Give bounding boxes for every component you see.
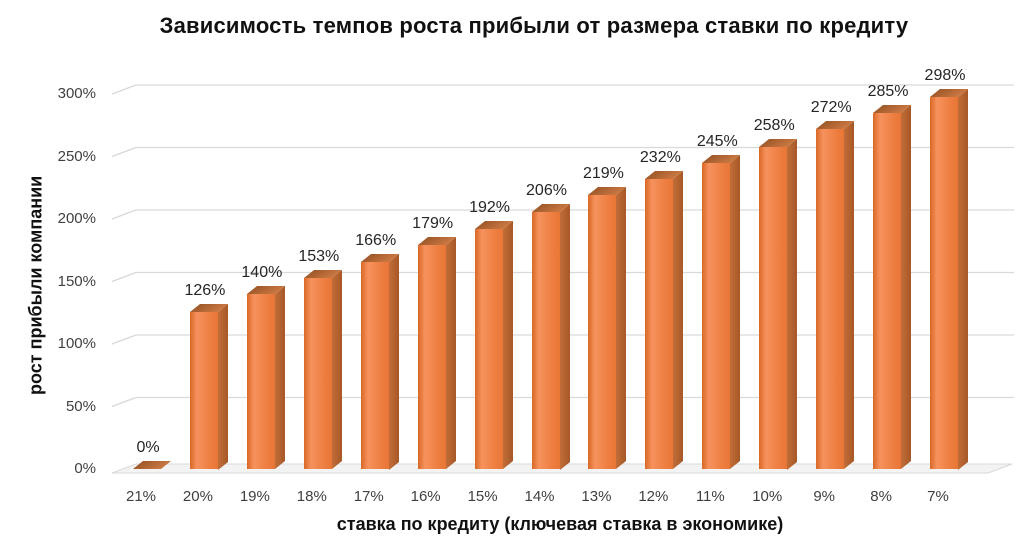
bar-side-face (445, 237, 456, 469)
bar-front-face (816, 129, 845, 469)
x-tick-label: 14% (524, 488, 555, 505)
bar-side-face (844, 120, 855, 469)
x-axis-title: ставка по кредиту (ключевая ставка в эко… (336, 514, 784, 534)
bar-front-face (702, 162, 731, 469)
x-tick-label: 16% (410, 488, 441, 505)
bar-front-face (873, 112, 902, 469)
y-tick-label: 0% (74, 460, 96, 477)
bar-value-label: 153% (298, 247, 340, 265)
bar-side-face (217, 303, 228, 469)
bar-front-face (531, 211, 560, 469)
x-axis-ticks: 21% 20% 19% 18% 17% 16% 15% 14% 13% 12% 11% 10% 9% 8%… (106, 487, 1014, 507)
bar-value-label: 232% (639, 149, 681, 166)
gridline (111, 146, 1014, 158)
y-tick-label: 50% (65, 397, 96, 415)
bar-front-face (645, 179, 674, 469)
bar-side-face (616, 187, 627, 469)
chart-title: Зависимость темпов роста прибыли от разм… (159, 13, 909, 38)
y-tick-label: 100% (57, 335, 96, 352)
bar-side-face (559, 203, 570, 469)
bar-value-label: 245% (696, 132, 738, 150)
bar-value-label: 298% (924, 66, 966, 84)
bar-value-label: 285% (867, 82, 909, 100)
x-tick-label: 17% (353, 488, 384, 505)
x-tick-label: 8% (870, 488, 892, 505)
bar-side-face (673, 170, 684, 469)
x-tick-label: 7% (927, 488, 949, 505)
bar-front-face (930, 96, 959, 469)
bar-side-face (274, 285, 285, 469)
x-tick-label: 11% (695, 488, 725, 505)
bar-value-label: 179% (412, 215, 454, 233)
bars-container: 0% 126% 140% 153% 166% 179% 192% 206% 219% 232% 24… (106, 67, 1014, 480)
x-tick-label: 13% (581, 488, 612, 505)
bar-value-label: 206% (526, 181, 567, 199)
bar-value-label: 140% (241, 264, 283, 281)
x-tick-label: 10% (752, 488, 783, 505)
bar-value-label: 272% (810, 99, 852, 116)
plot-area: 0% 126% 140% 153% 166% 179% 192% 206% 219% 232% 24… (106, 67, 1014, 480)
y-tick-label: 250% (57, 147, 96, 165)
bar-front-face (474, 229, 503, 469)
bar-value-label: 166% (355, 231, 397, 249)
x-tick-label: 20% (182, 488, 213, 505)
y-tick-label: 200% (57, 210, 96, 227)
bar-side-face (901, 104, 912, 469)
x-tick-label: 12% (638, 488, 669, 505)
bar-front-face (417, 245, 446, 469)
bar-side-face (730, 154, 741, 469)
bar-side-face (502, 220, 513, 469)
bar-front-face (246, 294, 275, 469)
bar-front-face (759, 146, 788, 469)
bar-value-label: 219% (582, 165, 624, 183)
y-tick-label: 150% (57, 272, 96, 290)
bar-front-face (189, 311, 218, 469)
bar-side-face (331, 269, 342, 469)
bar-side-face (958, 88, 969, 469)
bar-value-label: 0% (136, 439, 160, 456)
bar-value-label: 192% (469, 199, 511, 216)
x-tick-label: 21% (125, 488, 157, 505)
gridline (111, 84, 1014, 95)
y-tick-label: 300% (57, 85, 96, 102)
bar-value-label: 126% (184, 281, 226, 299)
bar-front-face (588, 195, 617, 469)
bar-top-face (133, 461, 171, 469)
bar-side-face (388, 253, 399, 469)
x-tick-label: 19% (239, 488, 270, 505)
x-tick-label: 9% (813, 488, 835, 505)
x-tick-label: 18% (296, 488, 327, 505)
x-tick-label: 15% (467, 488, 498, 505)
bar-value-label: 258% (753, 116, 795, 134)
y-axis-ticks: 0% 50% 100% 150% 200% 250% 300% (0, 80, 96, 480)
bar-side-face (787, 138, 798, 469)
bar-front-face (360, 261, 389, 469)
bar-front-face (303, 277, 332, 469)
